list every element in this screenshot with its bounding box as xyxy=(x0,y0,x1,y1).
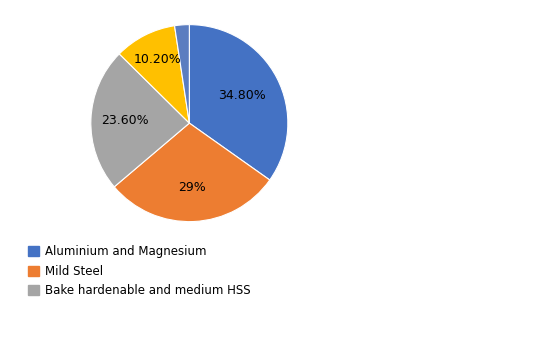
Wedge shape xyxy=(175,25,189,123)
Wedge shape xyxy=(91,54,189,187)
Wedge shape xyxy=(189,25,288,180)
Text: 23.60%: 23.60% xyxy=(102,114,149,127)
Text: 34.80%: 34.80% xyxy=(218,90,266,103)
Text: 29%: 29% xyxy=(179,181,206,194)
Legend: Aluminium and Magnesium, Mild Steel, Bake hardenable and medium HSS: Aluminium and Magnesium, Mild Steel, Bak… xyxy=(28,245,251,297)
Wedge shape xyxy=(114,123,270,222)
Wedge shape xyxy=(119,26,189,123)
Text: 10.20%: 10.20% xyxy=(133,53,181,66)
